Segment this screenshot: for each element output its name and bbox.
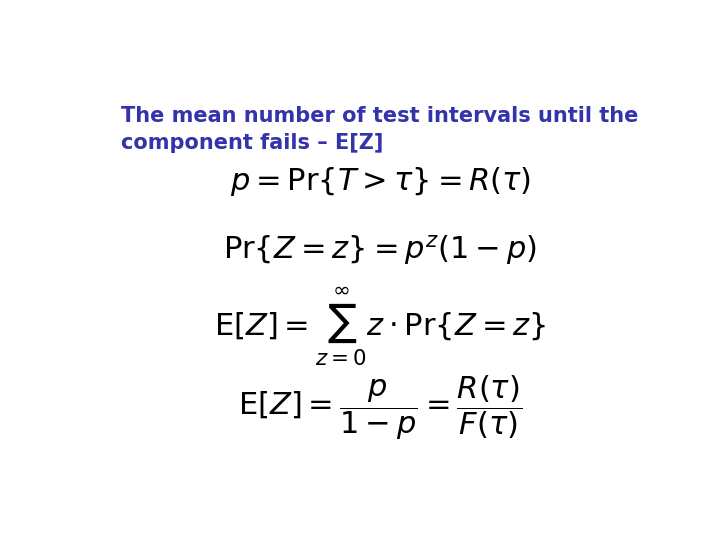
Text: $p = \mathrm{Pr}\left\{T > \tau\right\} = R(\tau)$: $p = \mathrm{Pr}\left\{T > \tau\right\} … xyxy=(230,165,531,198)
Text: $\mathrm{Pr}\left\{Z = z\right\} = p^{z}(1 - p)$: $\mathrm{Pr}\left\{Z = z\right\} = p^{z}… xyxy=(223,233,537,267)
Text: $\mathrm{E}\left[Z\right] = \dfrac{p}{1-p} = \dfrac{R(\tau)}{F(\tau)}$: $\mathrm{E}\left[Z\right] = \dfrac{p}{1-… xyxy=(238,374,522,442)
Text: The mean number of test intervals until the
component fails – E[Z]: The mean number of test intervals until … xyxy=(121,106,638,153)
Text: $\mathrm{E}\left[Z\right] = \sum_{z=0}^{\infty} z \cdot \mathrm{Pr}\left\{Z = z\: $\mathrm{E}\left[Z\right] = \sum_{z=0}^{… xyxy=(214,286,546,368)
